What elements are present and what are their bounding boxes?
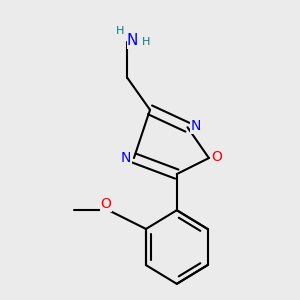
Text: N: N [121, 151, 131, 165]
Text: O: O [212, 150, 222, 164]
Text: N: N [127, 33, 138, 48]
Text: O: O [100, 196, 111, 211]
Text: N: N [190, 119, 201, 133]
Text: H: H [116, 26, 125, 36]
Text: H: H [142, 37, 150, 46]
